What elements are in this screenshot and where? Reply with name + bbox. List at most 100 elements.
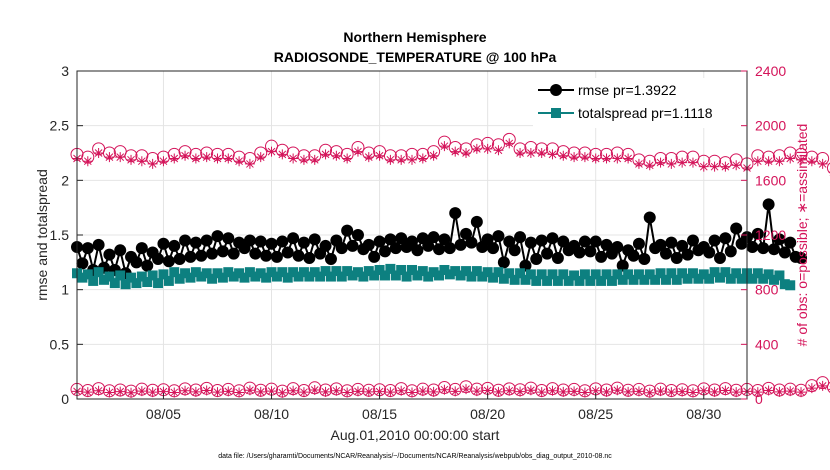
- data-point-rmse: [730, 222, 743, 235]
- data-point-totalspread: [261, 272, 272, 283]
- data-point-rmse: [686, 234, 699, 247]
- data-point-totalspread: [682, 273, 693, 284]
- data-point-totalspread: [509, 274, 520, 285]
- data-point-obs_assimilated_low: [817, 380, 828, 391]
- data-point-totalspread: [671, 274, 682, 285]
- data-point-obs_assimilated: [623, 153, 634, 164]
- data-point-rmse: [546, 232, 559, 245]
- data-point-obs_assimilated: [374, 150, 385, 161]
- data-point-totalspread: [212, 268, 223, 279]
- data-point-obs_assimilated: [698, 161, 709, 172]
- data-point-totalspread: [720, 267, 731, 278]
- data-point-rmse: [265, 237, 278, 250]
- data-point-obs_assimilated: [806, 156, 817, 167]
- data-point-obs_assimilated_low: [482, 385, 493, 396]
- data-point-totalspread: [104, 271, 115, 282]
- data-point-obs_assimilated: [536, 148, 547, 158]
- data-point-totalspread: [763, 269, 774, 280]
- data-point-totalspread: [677, 268, 688, 279]
- data-point-totalspread: [99, 274, 110, 285]
- data-point-obs_assimilated: [342, 153, 353, 164]
- data-point-totalspread: [585, 275, 596, 286]
- data-point-rmse: [287, 232, 300, 245]
- data-point-obs_assimilated_low: [158, 386, 169, 397]
- data-point-obs_assimilated: [720, 161, 731, 172]
- data-point-obs_assimilated: [493, 145, 504, 156]
- data-point-rmse: [762, 198, 775, 211]
- data-point-totalspread: [482, 267, 493, 278]
- legend-rmse-label: rmse pr=1.3922: [578, 82, 677, 98]
- data-point-rmse: [541, 247, 554, 260]
- data-point-obs_assimilated: [201, 152, 212, 163]
- data-point-obs_assimilated_low: [320, 386, 331, 397]
- data-point-obs_assimilated: [277, 149, 288, 160]
- data-point-obs_assimilated: [234, 156, 245, 167]
- data-point-obs_assimilated: [104, 152, 115, 163]
- data-point-rmse: [152, 253, 165, 266]
- data-point-totalspread: [352, 267, 363, 278]
- data-point-rmse: [168, 239, 181, 252]
- data-point-obs_assimilated: [569, 152, 580, 163]
- data-point-obs_assimilated: [428, 150, 439, 161]
- data-point-rmse: [319, 239, 332, 252]
- data-point-totalspread: [201, 268, 212, 279]
- x-axis: 08/05 08/10 08/15 08/20 08/25 08/30: [146, 393, 721, 422]
- data-point-obs_assimilated_low: [407, 387, 417, 398]
- data-point-rmse: [465, 236, 478, 249]
- data-point-rmse: [454, 238, 467, 251]
- data-point-totalspread: [331, 266, 342, 277]
- data-point-totalspread: [142, 277, 153, 288]
- data-point-rmse: [422, 239, 435, 252]
- data-point-rmse: [438, 233, 451, 246]
- data-point-obs_assimilated: [385, 154, 396, 165]
- x-tick-label: 08/30: [686, 406, 721, 422]
- data-point-totalspread: [769, 274, 780, 285]
- data-point-totalspread: [542, 275, 553, 286]
- data-point-totalspread: [385, 263, 396, 274]
- data-point-rmse: [503, 235, 516, 248]
- data-point-totalspread: [325, 271, 336, 282]
- data-point-rmse: [578, 235, 591, 248]
- data-point-totalspread: [633, 269, 644, 280]
- data-point-obs_assimilated_low: [255, 386, 266, 397]
- data-point-obs_assimilated_low: [234, 387, 245, 398]
- data-point-totalspread: [282, 272, 293, 283]
- data-point-obs_assimilated: [547, 149, 558, 160]
- data-point-rmse: [227, 247, 240, 260]
- data-point-rmse: [665, 236, 678, 249]
- data-point-obs_assimilated: [82, 156, 93, 167]
- data-point-totalspread: [131, 278, 142, 289]
- series-rmse: [71, 198, 808, 280]
- data-point-obs_assimilated: [655, 157, 666, 168]
- data-point-totalspread: [520, 274, 531, 285]
- data-point-obs_assimilated_low: [396, 385, 407, 396]
- data-point-totalspread: [93, 267, 104, 278]
- data-point-totalspread: [228, 271, 239, 282]
- data-point-obs_assimilated: [482, 143, 493, 154]
- data-point-obs_assimilated_low: [515, 386, 526, 397]
- data-point-rmse: [611, 241, 624, 254]
- data-point-obs_assimilated: [363, 152, 374, 163]
- data-point-obs_assimilated_low: [547, 385, 558, 396]
- chart-title-line-2: RADIOSONDE_TEMPERATURE @ 100 hPa: [274, 49, 557, 65]
- data-point-rmse: [530, 253, 543, 266]
- data-point-rmse: [595, 250, 608, 263]
- data-point-obs_assimilated_low: [266, 386, 277, 397]
- data-point-obs_assimilated: [331, 150, 342, 161]
- data-point-totalspread: [239, 272, 250, 283]
- data-point-obs_assimilated_low: [104, 387, 115, 398]
- data-point-obs_assimilated_low: [623, 386, 634, 397]
- data-point-obs_assimilated_low: [677, 386, 688, 397]
- data-point-totalspread: [82, 269, 93, 280]
- data-point-totalspread: [88, 275, 99, 286]
- y-axis-label-right: # of obs: o=possible; ∗=assimilated: [794, 124, 810, 347]
- data-point-obs_assimilated: [785, 153, 796, 164]
- data-point-totalspread: [736, 273, 747, 284]
- data-point-rmse: [492, 230, 505, 243]
- data-point-rmse: [676, 239, 689, 252]
- data-point-rmse: [584, 245, 597, 258]
- data-point-totalspread: [136, 271, 147, 282]
- data-point-rmse: [135, 242, 148, 255]
- data-point-obs_assimilated_low: [385, 387, 396, 398]
- data-point-rmse: [141, 259, 154, 272]
